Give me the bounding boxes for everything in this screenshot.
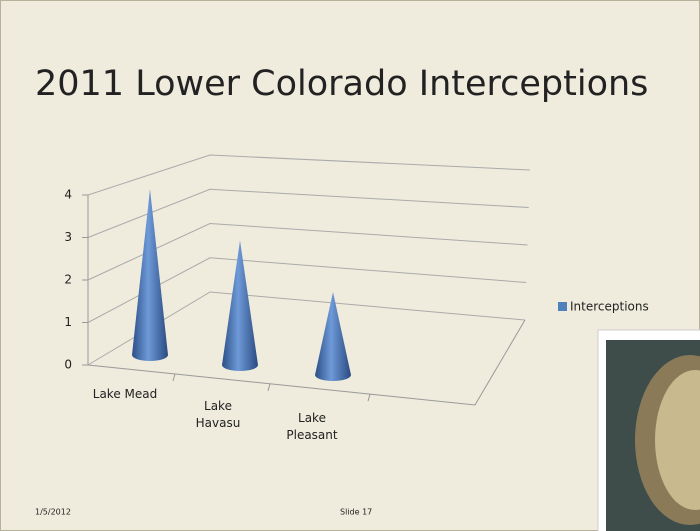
x-tick-label: Lake Mead bbox=[85, 386, 165, 403]
y-tick-label: 4 bbox=[64, 188, 72, 202]
x-tick bbox=[173, 374, 175, 381]
chart-title: 2011 Lower Colorado Interceptions bbox=[35, 64, 648, 104]
x-tick-label: Lake Havasu bbox=[188, 398, 248, 432]
cone bbox=[222, 241, 258, 372]
x-tick bbox=[368, 394, 370, 401]
y-tick-label: 2 bbox=[64, 273, 72, 287]
cone bbox=[315, 292, 351, 381]
photo bbox=[598, 330, 700, 531]
chart: 2011 Lower Colorado Interceptions Interc… bbox=[0, 0, 700, 531]
y-tick-label: 3 bbox=[64, 230, 72, 244]
x-tick bbox=[268, 384, 270, 391]
slide-number: Slide 17 bbox=[340, 508, 372, 517]
legend-swatch bbox=[558, 302, 567, 311]
y-tick-label: 0 bbox=[64, 358, 72, 372]
slide: 2011 Lower Colorado Interceptions Interc… bbox=[0, 0, 700, 531]
cone bbox=[132, 189, 168, 361]
slide-date: 1/5/2012 bbox=[35, 508, 71, 517]
legend-label: Interceptions bbox=[570, 300, 649, 314]
x-tick-label: Lake Pleasant bbox=[282, 410, 342, 444]
y-tick-label: 1 bbox=[64, 315, 72, 329]
grid-line bbox=[88, 155, 530, 195]
